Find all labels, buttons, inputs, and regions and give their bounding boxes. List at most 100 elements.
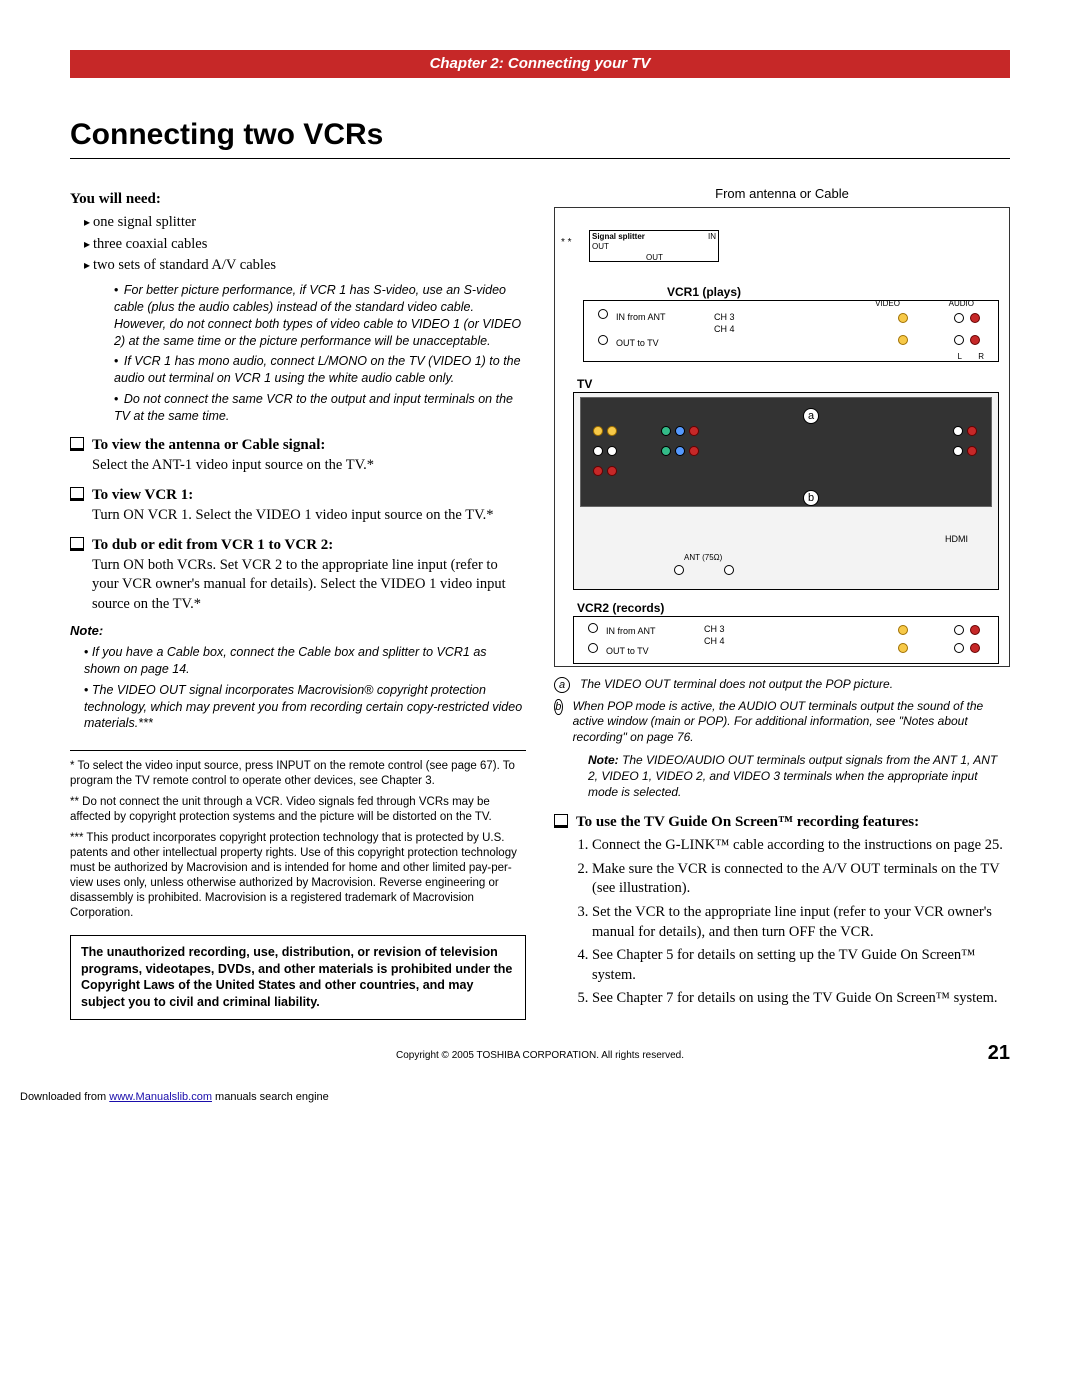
rca-video-icon xyxy=(898,313,908,323)
step: Connect the G-LINK™ cable according to t… xyxy=(592,836,1010,856)
download-post: manuals search engine xyxy=(212,1091,329,1103)
video-label: VIDEO xyxy=(875,299,900,310)
out-tv-label: OUT to TV xyxy=(616,337,659,349)
rca-right-icon xyxy=(607,466,617,476)
check-body: Turn ON VCR 1. Select the VIDEO 1 video … xyxy=(92,506,494,526)
rca-row xyxy=(593,446,617,456)
rca-video-icon xyxy=(898,625,908,635)
ch4-label: CH 4 xyxy=(704,635,725,647)
need-item: three coaxial cables xyxy=(84,235,526,255)
rca-left-icon xyxy=(954,335,964,345)
out-label: OUT xyxy=(592,242,609,251)
r-label: R xyxy=(978,352,984,363)
right-column: From antenna or Cable * * Signal splitte… xyxy=(554,185,1010,1020)
coax-port-icon xyxy=(588,623,598,633)
need-notes: For better picture performance, if VCR 1… xyxy=(114,282,526,425)
out-tv-label: OUT to TV xyxy=(606,645,649,657)
component-pr-icon xyxy=(689,446,699,456)
tvguide-heading: To use the TV Guide On Screen™ recording… xyxy=(576,812,919,832)
in-ant-label: IN from ANT xyxy=(616,311,666,323)
diagram-note: a The VIDEO OUT terminal does not output… xyxy=(554,677,1010,693)
rca-ports xyxy=(954,643,980,653)
signal-splitter-box: Signal splitter IN OUT OUT xyxy=(589,230,719,262)
in-ant-label: IN from ANT xyxy=(606,625,656,637)
divider xyxy=(70,750,526,751)
rca-left-icon xyxy=(953,446,963,456)
coax-port-icon xyxy=(598,309,608,319)
vcr1-label: VCR1 (plays) xyxy=(665,284,743,300)
footnote: *** This product incorporates copyright … xyxy=(70,831,526,921)
component-row xyxy=(661,426,699,436)
ant-label: ANT (75Ω) xyxy=(684,553,722,564)
rca-left-icon xyxy=(607,446,617,456)
component-pr-icon xyxy=(689,426,699,436)
tvguide-steps: Connect the G-LINK™ cable according to t… xyxy=(592,836,1010,1009)
diagram-note: b When POP mode is active, the AUDIO OUT… xyxy=(554,699,1010,746)
check-body: Select the ANT-1 video input source on t… xyxy=(92,456,374,476)
rca-right-icon xyxy=(970,313,980,323)
note-item: The VIDEO OUT signal incorporates Macrov… xyxy=(84,682,526,733)
need-note: For better picture performance, if VCR 1… xyxy=(114,282,526,350)
manualslib-link[interactable]: www.Manualslib.com xyxy=(109,1091,212,1103)
note-label: Note: xyxy=(70,622,526,640)
coax-port-icon xyxy=(598,335,608,345)
check-label: To dub or edit from VCR 1 to VCR 2: xyxy=(92,537,333,553)
rca-ports xyxy=(898,625,908,635)
vcr1-box: IN from ANT OUT to TV CH 3 CH 4 VIDEO AU… xyxy=(583,300,999,362)
audio-out-row xyxy=(953,426,977,436)
need-item: two sets of standard A/V cables xyxy=(84,256,526,276)
coax-port-icon xyxy=(724,565,734,575)
hdmi-label: HDMI xyxy=(945,533,968,545)
need-heading: You will need: xyxy=(70,189,526,209)
component-pb-icon xyxy=(675,446,685,456)
diagram-notes: a The VIDEO OUT terminal does not output… xyxy=(554,677,1010,746)
checklist-item: To view the antenna or Cable signal: Sel… xyxy=(70,435,526,475)
rca-row xyxy=(593,426,617,436)
tv-label: TV xyxy=(575,376,594,392)
rca-right-icon xyxy=(970,625,980,635)
checkbox-icon xyxy=(70,437,84,451)
download-attribution: Downloaded from www.Manualslib.com manua… xyxy=(20,1091,1080,1103)
page-title: Connecting two VCRs xyxy=(70,118,1010,159)
ch3-label: CH 3 xyxy=(704,623,725,635)
rca-ports xyxy=(898,335,908,345)
vcr2-box: IN from ANT OUT to TV CH 3 CH 4 xyxy=(573,616,999,664)
rca-right-icon xyxy=(593,466,603,476)
tv-back-panel: a b HDMI ANT (75Ω) xyxy=(573,392,999,590)
page-footer: Copyright © 2005 TOSHIBA CORPORATION. Al… xyxy=(70,1050,1010,1061)
in-label: IN xyxy=(708,232,716,243)
stars-label: * * xyxy=(561,236,572,250)
footnote: ** Do not connect the unit through a VCR… xyxy=(70,795,526,825)
diagram-note-text: When POP mode is active, the AUDIO OUT t… xyxy=(573,699,1010,746)
ch3-label: CH 3 xyxy=(714,311,735,323)
rca-ports xyxy=(898,313,908,323)
diagram-caption: From antenna or Cable xyxy=(554,185,1010,203)
out-label: OUT xyxy=(646,253,663,264)
rca-right-icon xyxy=(970,335,980,345)
marker-b: b xyxy=(803,490,819,506)
rca-video-icon xyxy=(607,426,617,436)
coax-port-icon xyxy=(588,643,598,653)
rca-video-icon xyxy=(898,335,908,345)
rca-left-icon xyxy=(593,446,603,456)
vcr2-label: VCR2 (records) xyxy=(575,600,666,616)
component-y-icon xyxy=(661,446,671,456)
connection-diagram: * * Signal splitter IN OUT OUT VCR1 (pla… xyxy=(554,207,1010,667)
rca-ports xyxy=(954,313,980,323)
rca-left-icon xyxy=(954,643,964,653)
check-label: To view VCR 1: xyxy=(92,487,193,503)
tv-connector-matrix: a b xyxy=(580,397,992,507)
rca-left-icon xyxy=(954,625,964,635)
checkbox-icon xyxy=(70,487,84,501)
inline-note-text: The VIDEO/AUDIO OUT terminals output sig… xyxy=(588,753,997,798)
rca-video-icon xyxy=(593,426,603,436)
component-y-icon xyxy=(661,426,671,436)
marker-a-ref: a xyxy=(554,677,570,693)
checkbox-icon xyxy=(554,814,568,828)
rca-ports xyxy=(954,335,980,345)
rca-left-icon xyxy=(954,313,964,323)
diagram-note-text: The VIDEO OUT terminal does not output t… xyxy=(580,677,893,693)
l-label: L xyxy=(958,352,962,363)
inline-note: Note: The VIDEO/AUDIO OUT terminals outp… xyxy=(588,753,1010,800)
audio-out-row xyxy=(953,446,977,456)
